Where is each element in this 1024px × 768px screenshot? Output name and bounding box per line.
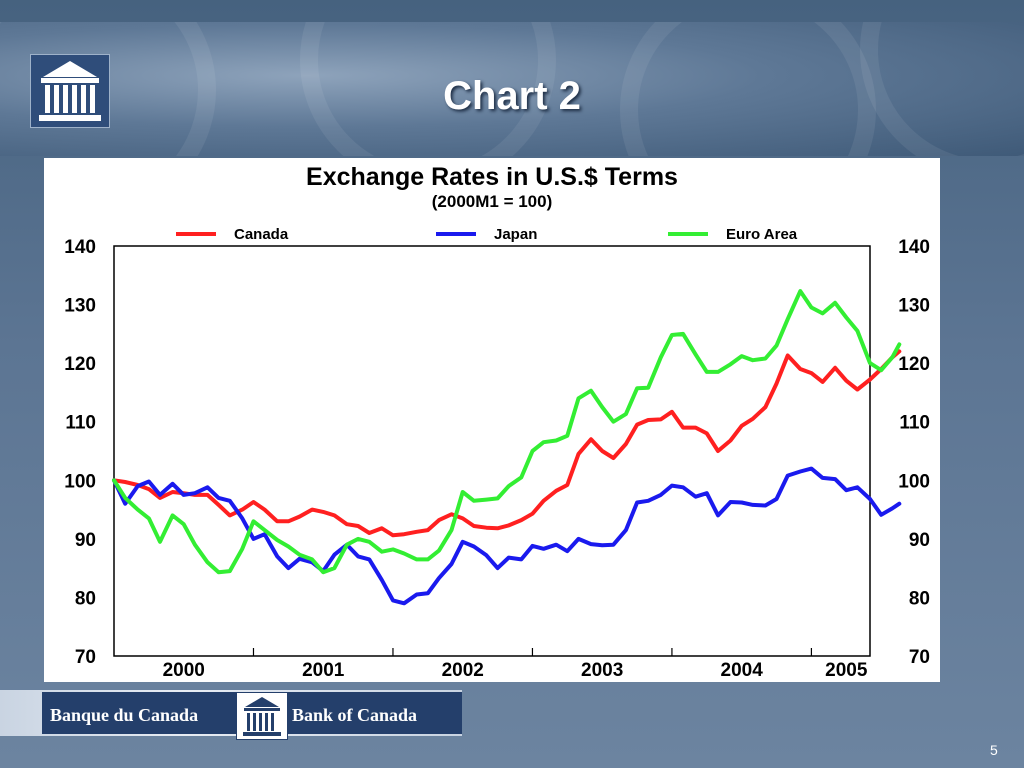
y-axis-left: 140 130 120 110 100 90 80 70 bbox=[64, 237, 96, 668]
y-tick-label-right: 120 bbox=[898, 354, 930, 375]
y-tick-label-right: 110 bbox=[899, 413, 930, 434]
x-tick-label: 2005 bbox=[825, 660, 868, 681]
chart-legend: Canada Japan Euro Area bbox=[176, 226, 798, 243]
chart-panel: Exchange Rates in U.S.$ Terms (2000M1 = … bbox=[44, 158, 940, 682]
legend-label-euro-area: Euro Area bbox=[726, 226, 798, 243]
exchange-rate-chart: Exchange Rates in U.S.$ Terms (2000M1 = … bbox=[64, 163, 930, 681]
y-tick-label-left: 140 bbox=[64, 237, 96, 258]
y-tick-label-left: 130 bbox=[64, 296, 96, 317]
plot-area bbox=[113, 245, 871, 657]
footer-name-french: Banque du Canada bbox=[50, 705, 199, 725]
series-layer bbox=[112, 289, 902, 606]
slide-title: Chart 2 bbox=[443, 74, 581, 118]
y-tick-label-right: 130 bbox=[898, 296, 930, 317]
x-tick-label: 2004 bbox=[721, 660, 764, 681]
x-tick-label: 2002 bbox=[442, 660, 484, 681]
y-tick-label-right: 90 bbox=[909, 530, 930, 551]
x-tick-label: 2000 bbox=[163, 660, 205, 681]
y-tick-label-right: 80 bbox=[909, 588, 930, 609]
x-tick-label: 2001 bbox=[302, 660, 345, 681]
header-banner bbox=[0, 22, 1024, 156]
legend-label-canada: Canada bbox=[234, 226, 289, 243]
y-tick-label-left: 120 bbox=[64, 354, 96, 375]
y-tick-label-left: 80 bbox=[75, 588, 96, 609]
y-tick-label-right: 100 bbox=[898, 471, 930, 492]
series-line-japan bbox=[112, 466, 902, 606]
bank-logo bbox=[30, 54, 110, 128]
series-line-canada bbox=[112, 349, 902, 538]
y-tick-label-left: 90 bbox=[75, 530, 96, 551]
bank-building-icon bbox=[243, 697, 281, 736]
y-tick-label-left: 100 bbox=[64, 471, 96, 492]
chart-subtitle: (2000M1 = 100) bbox=[432, 192, 553, 211]
x-axis: 2000 2001 2002 2003 2004 2005 bbox=[163, 648, 868, 681]
series-line-euro-area bbox=[112, 289, 902, 575]
bank-building-icon bbox=[39, 61, 101, 121]
y-tick-label-left: 110 bbox=[65, 413, 96, 434]
footer-name-english: Bank of Canada bbox=[292, 705, 418, 725]
y-tick-label-left: 70 bbox=[75, 647, 96, 668]
y-tick-label-right: 140 bbox=[898, 237, 930, 258]
page-number: 5 bbox=[990, 742, 998, 758]
footer-logo bbox=[236, 692, 288, 740]
x-tick-label: 2003 bbox=[581, 660, 623, 681]
y-tick-label-right: 70 bbox=[909, 647, 930, 668]
y-axis-right: 140 130 120 110 100 90 80 70 bbox=[898, 237, 930, 668]
chart-title: Exchange Rates in U.S.$ Terms bbox=[306, 163, 678, 191]
legend-label-japan: Japan bbox=[494, 226, 537, 243]
